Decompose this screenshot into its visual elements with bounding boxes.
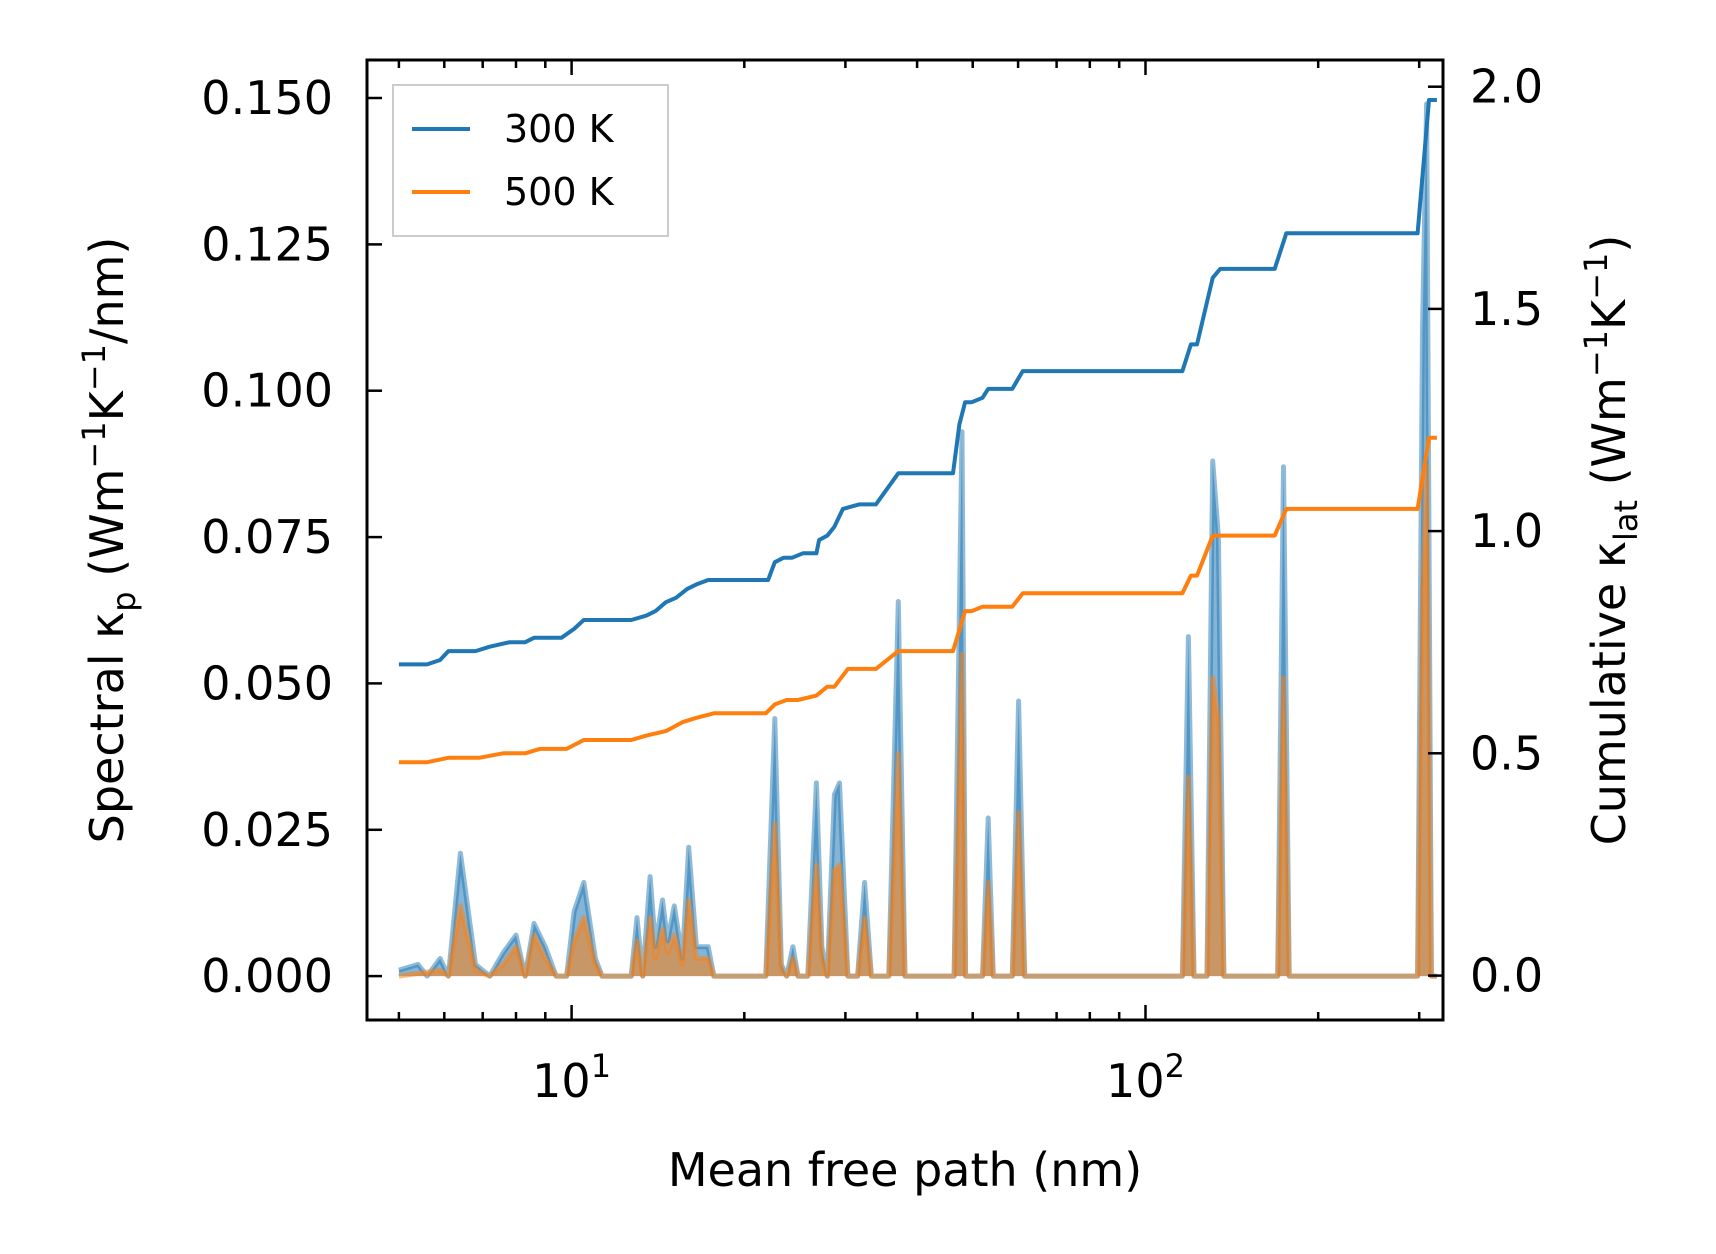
y-left-label-main: Spectral κ bbox=[80, 612, 134, 844]
y-left-label-sub: p bbox=[105, 591, 143, 611]
x-axis-label: Mean free path (nm) bbox=[668, 1143, 1142, 1197]
cumulative-line-500k bbox=[398, 435, 1437, 765]
tick-labels: 101 1020.0000.0250.0500.0750.1000.1250.15… bbox=[201, 60, 1543, 1108]
y-right-label-units-close: ) bbox=[1582, 235, 1636, 253]
y-left-label-exp2: −1 bbox=[75, 344, 113, 391]
legend: 300 K 500 K bbox=[392, 84, 669, 237]
y-right-label-exp2: −1 bbox=[1577, 253, 1615, 300]
y-right-tick-label-0.0: 0.0 bbox=[1470, 949, 1543, 1003]
y-left-tick-label-0.150: 0.150 bbox=[201, 71, 333, 125]
y-right-tick-label-2.0: 2.0 bbox=[1470, 60, 1543, 114]
x-tick-exp: 1 bbox=[591, 1047, 611, 1085]
y-right-tick-label-1.0: 1.0 bbox=[1470, 504, 1543, 558]
y-left-label-exp1: −1 bbox=[75, 421, 113, 468]
y-axis-left-label: Spectral κp (Wm−1K−1/nm) bbox=[75, 237, 143, 844]
cumulative-line-300k bbox=[398, 98, 1437, 667]
plot-frame bbox=[365, 58, 1445, 1022]
y-left-label-units-close: /nm) bbox=[80, 237, 134, 344]
y-left-label-mid: K bbox=[80, 389, 134, 421]
axis-ticks bbox=[367, 60, 1443, 1020]
x-tick-base: 10 bbox=[532, 1054, 591, 1108]
spectral-line-500k bbox=[398, 464, 1437, 979]
y-left-label-units-open: (Wm bbox=[80, 469, 134, 592]
x-tick-exp: 2 bbox=[1165, 1047, 1185, 1085]
legend-label-300k: 300 K bbox=[504, 107, 615, 151]
y-left-tick-label-0.125: 0.125 bbox=[201, 217, 333, 271]
y-left-tick-label-0.025: 0.025 bbox=[201, 803, 333, 857]
y-right-label-units-open: (Wm bbox=[1582, 377, 1636, 500]
series-lines bbox=[398, 98, 1437, 765]
x-tick-base: 10 bbox=[1106, 1054, 1165, 1108]
y-left-tick-label-0.100: 0.100 bbox=[201, 364, 333, 418]
y-right-label-sub: lat bbox=[1607, 500, 1645, 541]
legend-box bbox=[392, 84, 669, 237]
y-right-tick-label-1.5: 1.5 bbox=[1470, 282, 1543, 336]
legend-label-500k: 500 K bbox=[504, 170, 615, 214]
y-right-label-mid: K bbox=[1582, 298, 1636, 330]
y-axis-right-label: Cumulative κlat (Wm−1K−1) bbox=[1577, 235, 1645, 846]
spectral-fills bbox=[398, 101, 1437, 979]
y-right-label-exp1: −1 bbox=[1577, 330, 1615, 377]
y-left-tick-label-0.075: 0.075 bbox=[201, 510, 333, 564]
x-tick-label-100: 102 bbox=[1106, 1047, 1185, 1108]
y-right-label-main: Cumulative κ bbox=[1582, 541, 1636, 845]
y-left-tick-label-0.050: 0.050 bbox=[201, 656, 333, 710]
x-tick-label-10: 101 bbox=[532, 1047, 611, 1108]
y-left-tick-label-0.000: 0.000 bbox=[201, 949, 333, 1003]
y-right-tick-label-0.5: 0.5 bbox=[1470, 726, 1543, 780]
